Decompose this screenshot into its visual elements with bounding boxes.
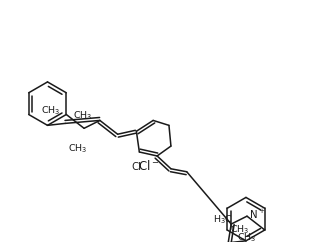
Text: CH$_3$: CH$_3$ bbox=[68, 142, 88, 155]
Text: H$_3$C: H$_3$C bbox=[214, 214, 233, 226]
Text: CH$_3$: CH$_3$ bbox=[237, 232, 257, 244]
Text: Cl: Cl bbox=[132, 162, 141, 172]
Text: Cl$^-$: Cl$^-$ bbox=[138, 159, 159, 173]
Text: CH$_3$: CH$_3$ bbox=[41, 104, 60, 117]
Text: CH$_3$: CH$_3$ bbox=[230, 224, 250, 236]
Text: N$^+$: N$^+$ bbox=[249, 208, 265, 221]
Text: CH$_3$: CH$_3$ bbox=[73, 109, 93, 122]
